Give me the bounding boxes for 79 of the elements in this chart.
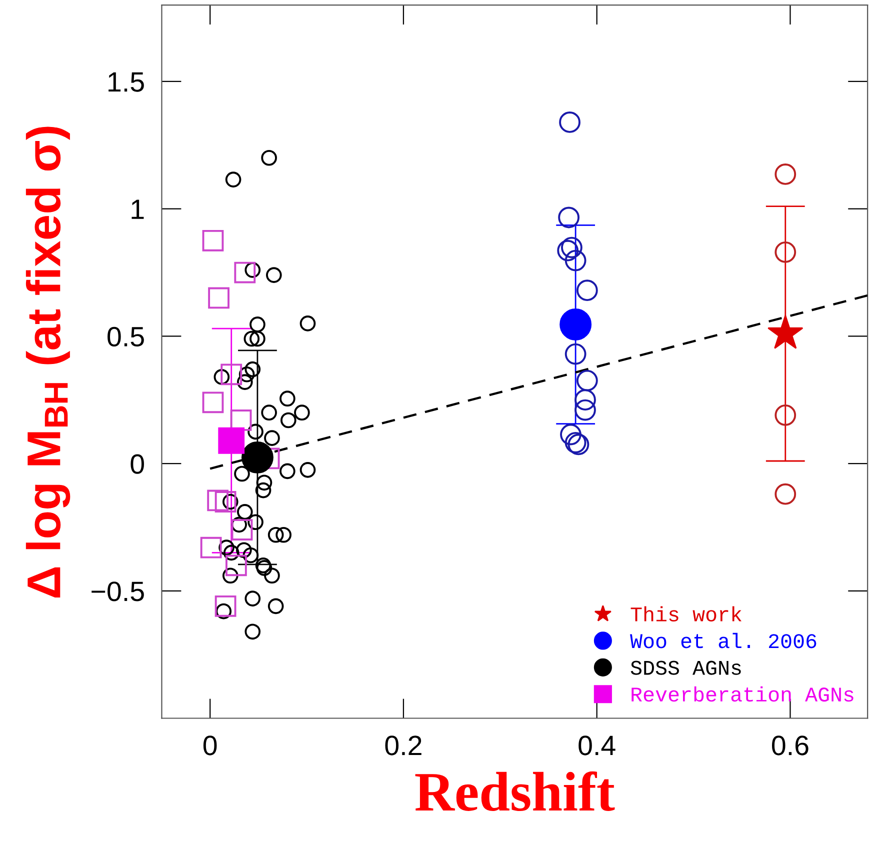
point (225, 172, 242, 188)
point (250, 330, 266, 347)
point (248, 514, 264, 530)
point (236, 542, 252, 558)
point (225, 554, 247, 576)
point (557, 240, 579, 262)
point (238, 366, 255, 382)
point (264, 430, 280, 446)
point (280, 463, 296, 480)
y-tick-label: 1.5 (108, 72, 144, 92)
point (255, 482, 272, 498)
point (223, 544, 240, 561)
point (222, 568, 238, 584)
x-tick-label: 0.4 (578, 736, 616, 756)
point (202, 392, 224, 414)
point (574, 399, 596, 421)
point (774, 241, 796, 263)
point (280, 390, 296, 407)
point (774, 404, 796, 426)
point (561, 236, 582, 258)
point (264, 568, 280, 584)
point (236, 504, 253, 520)
point (214, 491, 236, 512)
point (244, 330, 260, 347)
point (576, 370, 598, 392)
x-tick-label: 0 (203, 736, 217, 756)
point (261, 404, 277, 421)
legend-label: Woo et al. 2006 (630, 632, 816, 648)
point (261, 150, 277, 166)
point (300, 316, 316, 332)
point (202, 230, 224, 252)
point (248, 424, 264, 440)
point (774, 483, 796, 505)
point (268, 598, 284, 614)
point (266, 267, 282, 283)
legend-label: Reverberation AGNs (632, 686, 854, 702)
point (564, 343, 586, 365)
point (218, 427, 245, 454)
y-tick-label: 0.5 (108, 326, 144, 347)
point (774, 164, 796, 185)
point (218, 540, 234, 556)
point (241, 441, 274, 474)
point (244, 590, 261, 606)
point (280, 412, 296, 428)
point (234, 466, 250, 482)
point (207, 490, 229, 512)
point (214, 369, 230, 385)
legend-label: SDSS AGNs (630, 660, 741, 675)
point (242, 547, 259, 564)
point (576, 280, 598, 302)
point (564, 250, 586, 272)
point (276, 526, 292, 543)
point (208, 287, 230, 309)
point (560, 308, 592, 340)
x-tick-label: 0.6 (772, 736, 808, 756)
point (236, 374, 253, 390)
point (231, 519, 253, 540)
point (268, 526, 284, 543)
x-axis-title: Redshift (415, 771, 615, 812)
y-axis-title: Δ log M$_{BH}$ (at fixed σ) (26, 126, 70, 598)
point (558, 206, 580, 228)
point (234, 262, 256, 284)
x-tick-label: 0.2 (385, 736, 422, 756)
y-tick-label: 0 (130, 454, 144, 474)
y-tick-label: −0.5 (92, 582, 144, 602)
point (250, 316, 266, 332)
point (256, 474, 272, 491)
point (559, 112, 580, 133)
point (294, 404, 310, 421)
point (560, 424, 582, 446)
point (220, 364, 242, 386)
legend-label: This work (630, 606, 742, 622)
point (244, 624, 261, 640)
point (200, 536, 222, 558)
point (244, 361, 261, 378)
y-tick-label: 1 (132, 200, 144, 219)
point (214, 595, 236, 617)
point (574, 389, 596, 411)
point (300, 462, 316, 478)
